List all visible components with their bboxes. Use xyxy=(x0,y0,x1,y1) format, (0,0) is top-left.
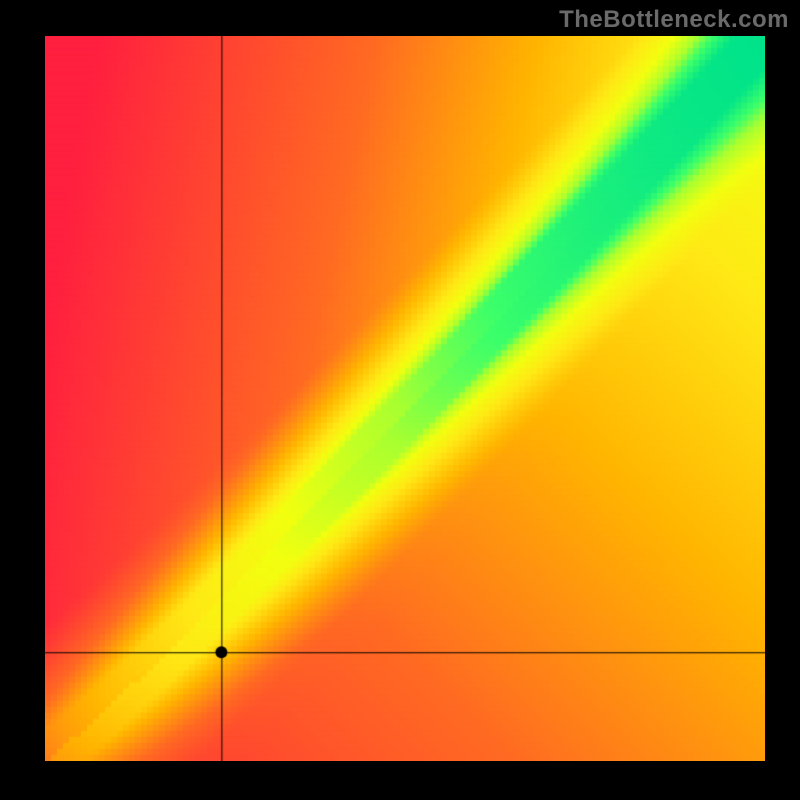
watermark-text: TheBottleneck.com xyxy=(559,6,789,34)
heatmap-canvas xyxy=(45,36,765,761)
heatmap-plot xyxy=(45,36,765,761)
